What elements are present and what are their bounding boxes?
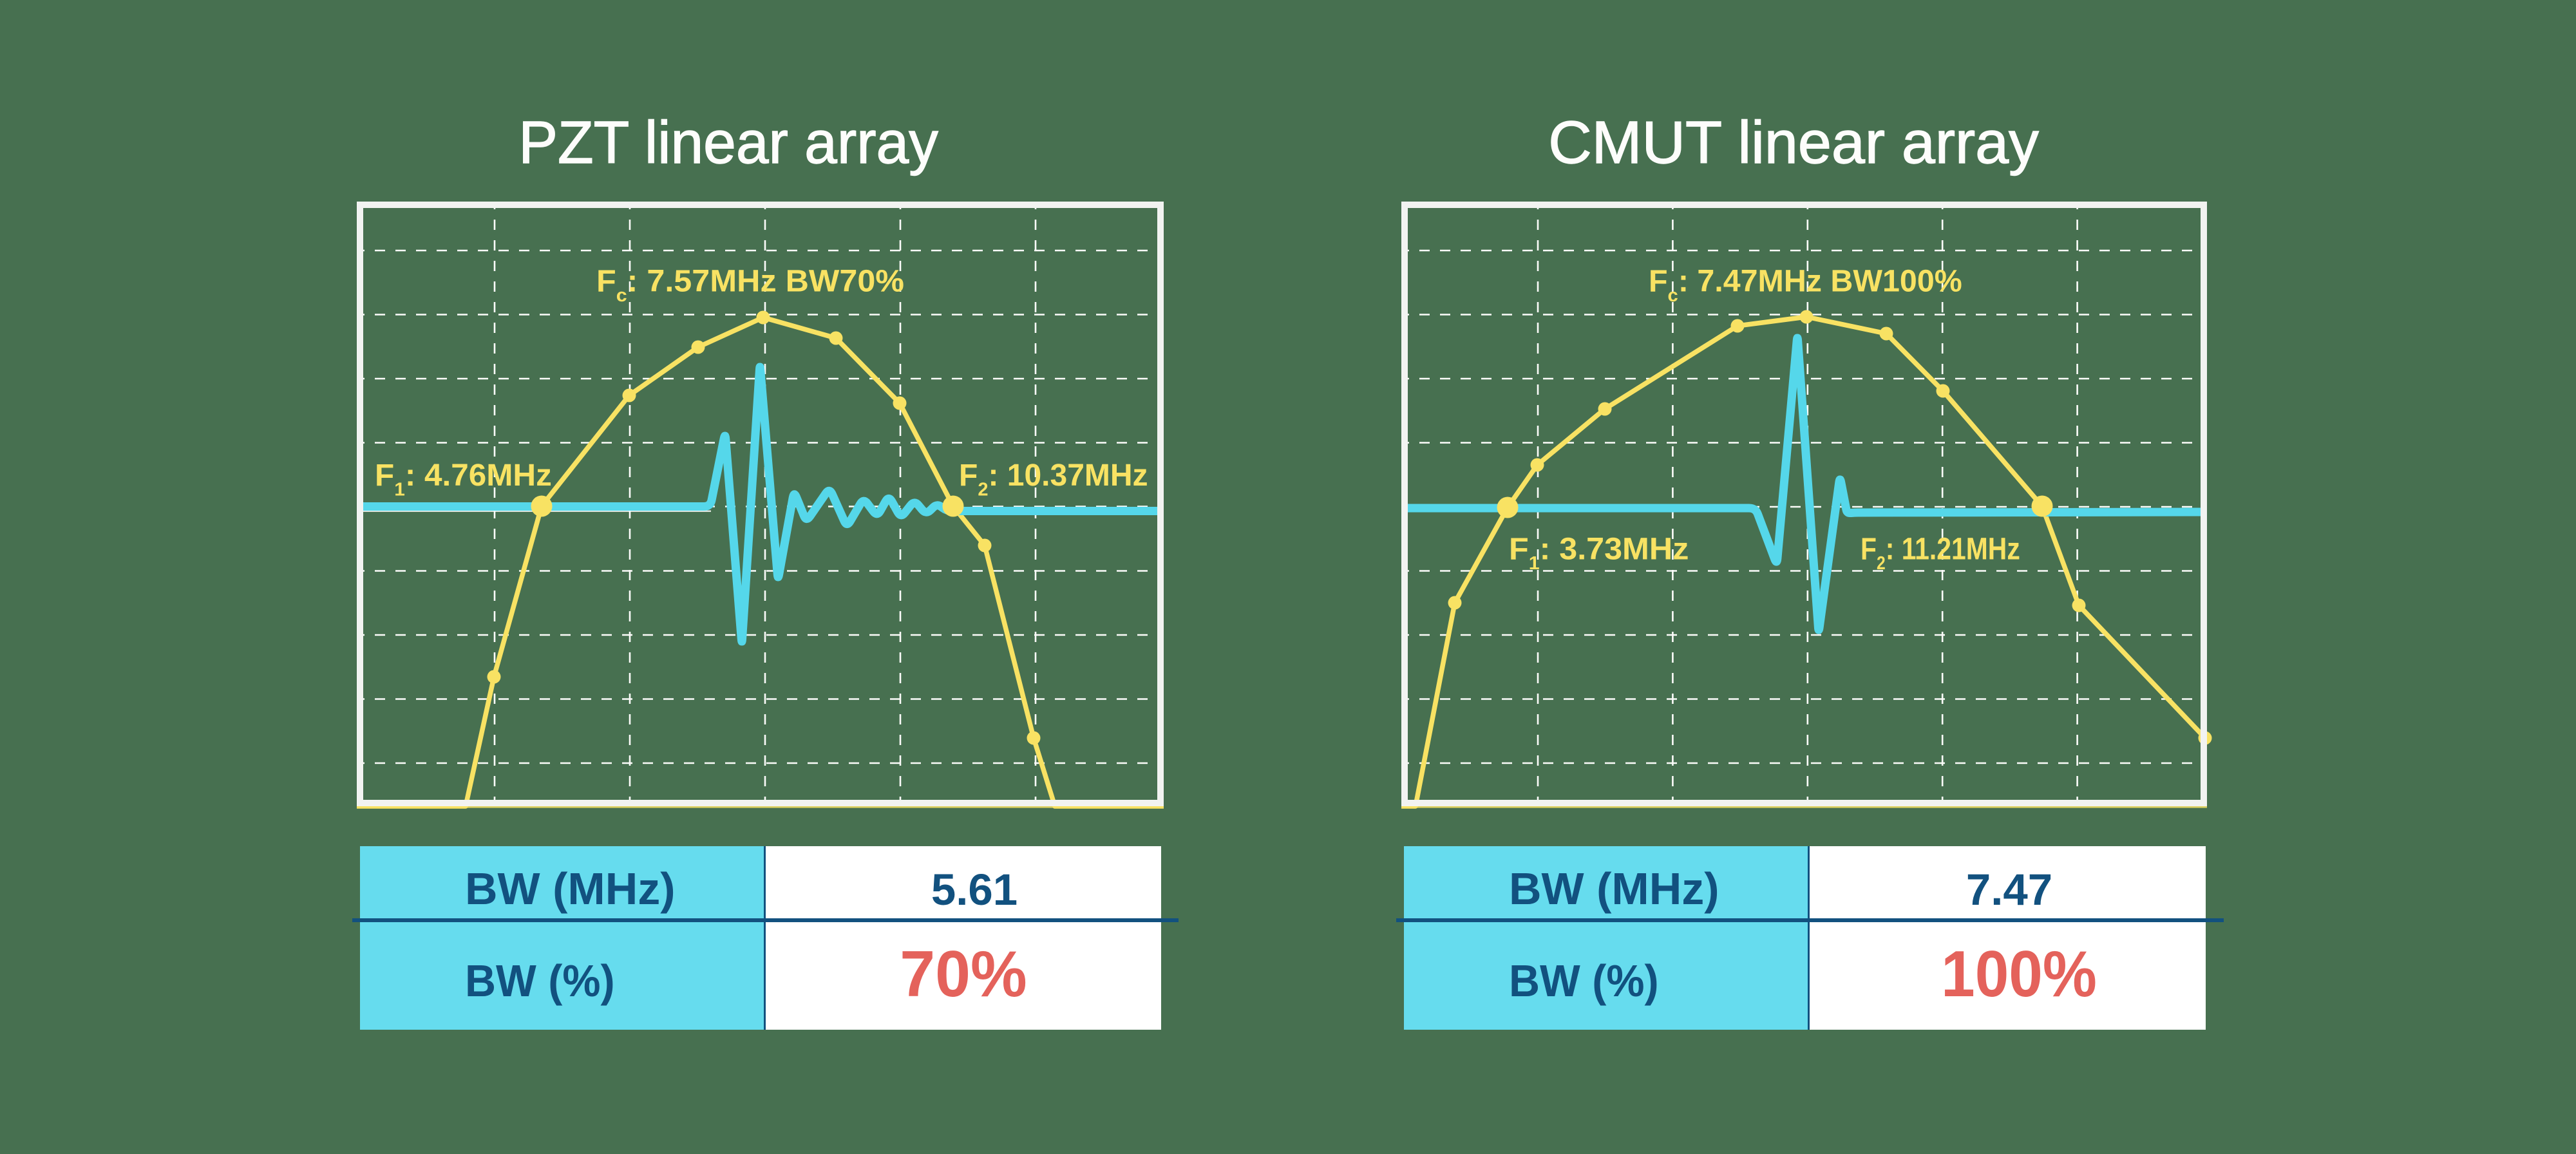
svg-text:BW (MHz): BW (MHz) bbox=[1509, 864, 1719, 914]
svg-text:BW (MHz): BW (MHz) bbox=[465, 864, 676, 914]
svg-text:7.47: 7.47 bbox=[1966, 865, 2052, 914]
svg-text:PZT linear array: PZT linear array bbox=[518, 109, 938, 176]
svg-text:CMUT linear array: CMUT linear array bbox=[1548, 109, 2039, 176]
svg-text:70%: 70% bbox=[900, 938, 1027, 1010]
svg-text:100%: 100% bbox=[1941, 937, 2097, 1010]
svg-text:BW (%): BW (%) bbox=[465, 956, 615, 1006]
svg-text:5.61: 5.61 bbox=[931, 865, 1018, 914]
svg-text:BW (%): BW (%) bbox=[1509, 956, 1659, 1006]
